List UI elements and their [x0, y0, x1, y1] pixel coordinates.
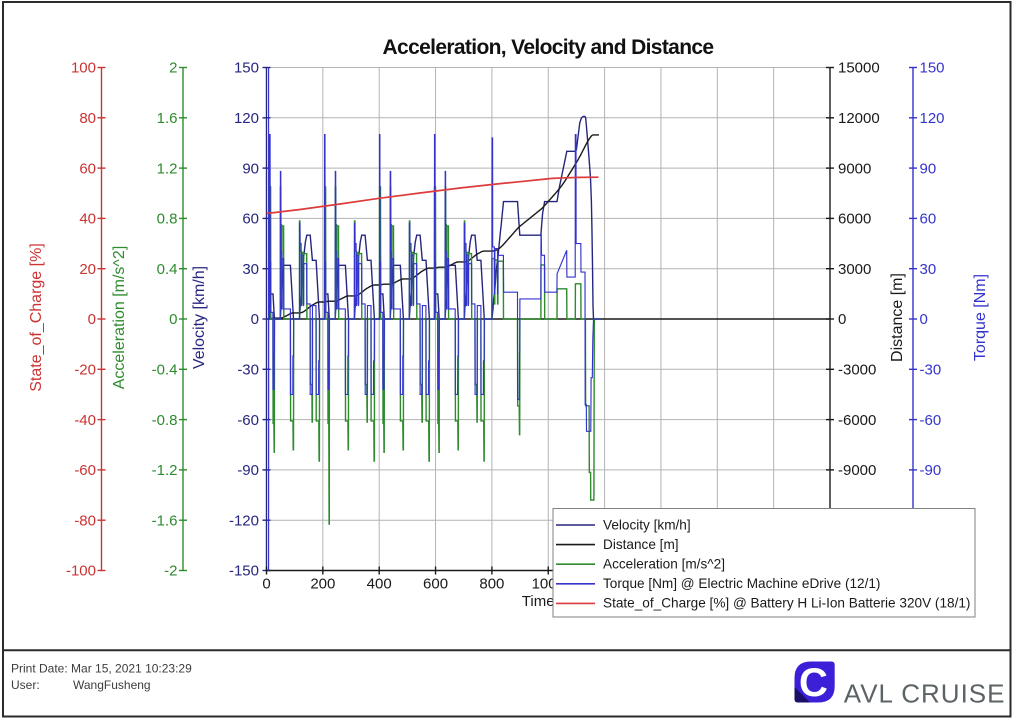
- svg-text:Print Date: Mar 15, 2021 10:23: Print Date: Mar 15, 2021 10:23:29: [11, 662, 192, 676]
- svg-text:-90: -90: [237, 462, 259, 479]
- svg-text:-100: -100: [66, 563, 96, 580]
- svg-text:0: 0: [838, 311, 846, 328]
- svg-text:30: 30: [920, 261, 937, 278]
- svg-text:-6000: -6000: [838, 412, 876, 429]
- svg-text:6000: 6000: [838, 211, 871, 228]
- svg-text:-2: -2: [164, 563, 177, 580]
- svg-text:-9000: -9000: [838, 462, 876, 479]
- svg-text:Distance [m]: Distance [m]: [889, 273, 906, 362]
- svg-text:40: 40: [79, 211, 96, 228]
- svg-text:600: 600: [423, 576, 448, 593]
- svg-text:20: 20: [79, 261, 96, 278]
- svg-text:15000: 15000: [838, 60, 880, 77]
- svg-text:150: 150: [234, 60, 259, 77]
- svg-text:0: 0: [169, 311, 177, 328]
- svg-text:-20: -20: [74, 362, 96, 379]
- svg-text:-30: -30: [920, 362, 942, 379]
- svg-text:WangFusheng: WangFusheng: [73, 678, 151, 692]
- svg-text:60: 60: [920, 211, 937, 228]
- svg-text:150: 150: [920, 60, 945, 77]
- svg-text:60: 60: [242, 211, 259, 228]
- svg-text:800: 800: [479, 576, 504, 593]
- svg-text:-60: -60: [237, 412, 259, 429]
- svg-text:State_of_Charge [%]: State_of_Charge [%]: [28, 243, 45, 392]
- svg-text:-40: -40: [74, 412, 96, 429]
- svg-text:2: 2: [169, 60, 177, 77]
- svg-text:Acceleration [m/s^2]: Acceleration [m/s^2]: [111, 246, 128, 390]
- svg-text:0: 0: [251, 311, 259, 328]
- svg-text:30: 30: [242, 261, 259, 278]
- svg-text:-90: -90: [920, 462, 942, 479]
- svg-text:C: C: [799, 661, 828, 705]
- svg-text:200: 200: [310, 576, 335, 593]
- svg-text:9000: 9000: [838, 160, 871, 177]
- svg-text:90: 90: [920, 160, 937, 177]
- svg-text:1.2: 1.2: [157, 160, 178, 177]
- svg-text:Acceleration [m/s^2]: Acceleration [m/s^2]: [603, 557, 725, 572]
- svg-text:-80: -80: [74, 512, 96, 529]
- svg-text:-1.6: -1.6: [152, 512, 178, 529]
- svg-text:120: 120: [234, 110, 259, 127]
- svg-text:-120: -120: [229, 512, 259, 529]
- svg-text:120: 120: [920, 110, 945, 127]
- svg-text:0.4: 0.4: [157, 261, 178, 278]
- svg-text:1.6: 1.6: [157, 110, 178, 127]
- svg-text:80: 80: [79, 110, 96, 127]
- svg-text:Velocity [km/h]: Velocity [km/h]: [603, 517, 691, 532]
- svg-text:Velocity [km/h]: Velocity [km/h]: [191, 266, 208, 369]
- svg-text:60: 60: [79, 160, 96, 177]
- svg-text:12000: 12000: [838, 110, 880, 127]
- svg-text:3000: 3000: [838, 261, 871, 278]
- svg-text:90: 90: [242, 160, 259, 177]
- svg-text:0: 0: [88, 311, 96, 328]
- svg-text:-60: -60: [920, 412, 942, 429]
- svg-text:User:: User:: [11, 678, 40, 692]
- svg-text:-1.2: -1.2: [152, 462, 178, 479]
- svg-text:-3000: -3000: [838, 362, 876, 379]
- svg-text:Torque [Nm] @ Electric Machine: Torque [Nm] @ Electric Machine eDrive (1…: [603, 576, 880, 591]
- svg-text:-0.8: -0.8: [152, 412, 178, 429]
- svg-text:State_of_Charge [%] @ Battery: State_of_Charge [%] @ Battery H Li-Ion B…: [603, 596, 970, 611]
- svg-text:-150: -150: [229, 563, 259, 580]
- svg-text:-30: -30: [237, 362, 259, 379]
- svg-text:-60: -60: [74, 462, 96, 479]
- svg-text:400: 400: [367, 576, 392, 593]
- svg-text:AVL CRUISE: AVL CRUISE: [844, 679, 1006, 709]
- svg-text:-0.4: -0.4: [152, 362, 178, 379]
- svg-text:0: 0: [920, 311, 928, 328]
- svg-text:Torque [Nm]: Torque [Nm]: [972, 274, 989, 361]
- svg-text:Acceleration, Velocity and Dis: Acceleration, Velocity and Distance: [383, 36, 714, 59]
- svg-text:Distance [m]: Distance [m]: [603, 537, 679, 552]
- svg-text:0.8: 0.8: [157, 211, 178, 228]
- svg-text:100: 100: [71, 60, 96, 77]
- svg-text:0: 0: [262, 576, 270, 593]
